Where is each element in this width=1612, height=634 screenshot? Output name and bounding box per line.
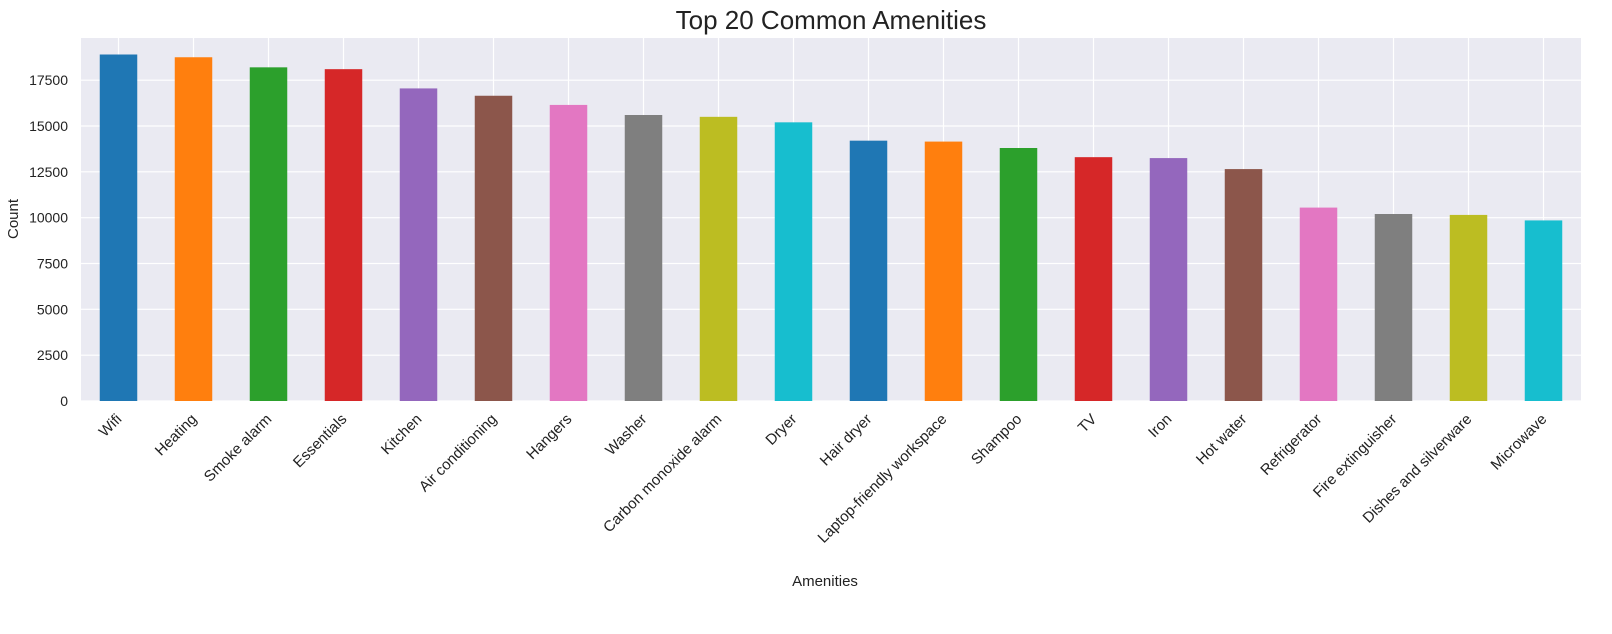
bar-dryer xyxy=(774,122,813,401)
bar-hair-dryer xyxy=(849,140,888,401)
x-tick-label: Hot water xyxy=(1193,411,1250,468)
x-tick-label: Dryer xyxy=(762,411,800,449)
bar-fire-extinguisher xyxy=(1374,214,1413,401)
x-tick-label: Hangers xyxy=(523,411,575,463)
x-tick-label: Shampoo xyxy=(968,411,1025,468)
y-tick-label: 10000 xyxy=(29,210,68,226)
x-tick-label: Microwave xyxy=(1488,411,1551,474)
y-tick-labels: 0 2500 5000 7500 10000 12500 15000 17500 xyxy=(29,72,68,409)
bar-smoke-alarm xyxy=(249,67,288,401)
x-tick-label: Essentials xyxy=(290,411,350,471)
bars xyxy=(99,54,1563,402)
y-tick-label: 2500 xyxy=(37,347,68,363)
y-tick-label: 17500 xyxy=(29,72,68,88)
bar-wifi xyxy=(99,54,138,401)
y-tick-label: 5000 xyxy=(37,301,68,317)
x-tick-label: Refrigerator xyxy=(1257,411,1325,479)
bar-carbon-monoxide-alarm xyxy=(699,116,738,401)
x-tick-labels: Wifi Heating Smoke alarm Essentials KitchenA… xyxy=(96,411,1551,547)
bar-air-conditioning xyxy=(474,95,513,401)
y-tick-label: 12500 xyxy=(29,164,68,180)
x-tick-label: Kitchen xyxy=(378,411,425,458)
bar-iron xyxy=(1149,158,1188,401)
plot-area xyxy=(81,38,1581,401)
x-tick-label: Air conditioning xyxy=(416,411,501,496)
x-tick-label: Washer xyxy=(602,411,650,459)
bar-laptop-friendly-workspace xyxy=(924,141,963,402)
chart-title: Top 20 Common Amenities xyxy=(676,5,987,35)
y-tick-label: 7500 xyxy=(37,256,68,272)
bar-hangers xyxy=(549,104,588,402)
x-tick-label: Wifi xyxy=(96,411,126,441)
bar-refrigerator xyxy=(1299,207,1338,401)
x-tick-label: Laptop-friendly workspace xyxy=(814,411,950,547)
bar-washer xyxy=(624,115,663,401)
bar-shampoo xyxy=(999,148,1038,401)
x-tick-label: TV xyxy=(1075,411,1101,437)
bar-heating xyxy=(174,57,213,401)
x-tick-label: Hair dryer xyxy=(817,411,876,470)
x-tick-label: Iron xyxy=(1145,411,1175,441)
bar-essentials xyxy=(324,69,363,402)
x-tick-label: Smoke alarm xyxy=(201,411,276,486)
bar-kitchen xyxy=(399,88,438,402)
bar-microwave xyxy=(1524,220,1563,401)
bar-dishes-and-silverware xyxy=(1449,214,1488,401)
bar-tv xyxy=(1074,157,1113,401)
y-axis-label: Count xyxy=(5,198,22,239)
y-tick-label: 15000 xyxy=(29,118,68,134)
x-axis-label: Amenities xyxy=(792,573,858,590)
x-tick-label: Heating xyxy=(152,411,201,460)
y-tick-label: 0 xyxy=(60,393,68,409)
bar-hot-water xyxy=(1224,169,1263,401)
